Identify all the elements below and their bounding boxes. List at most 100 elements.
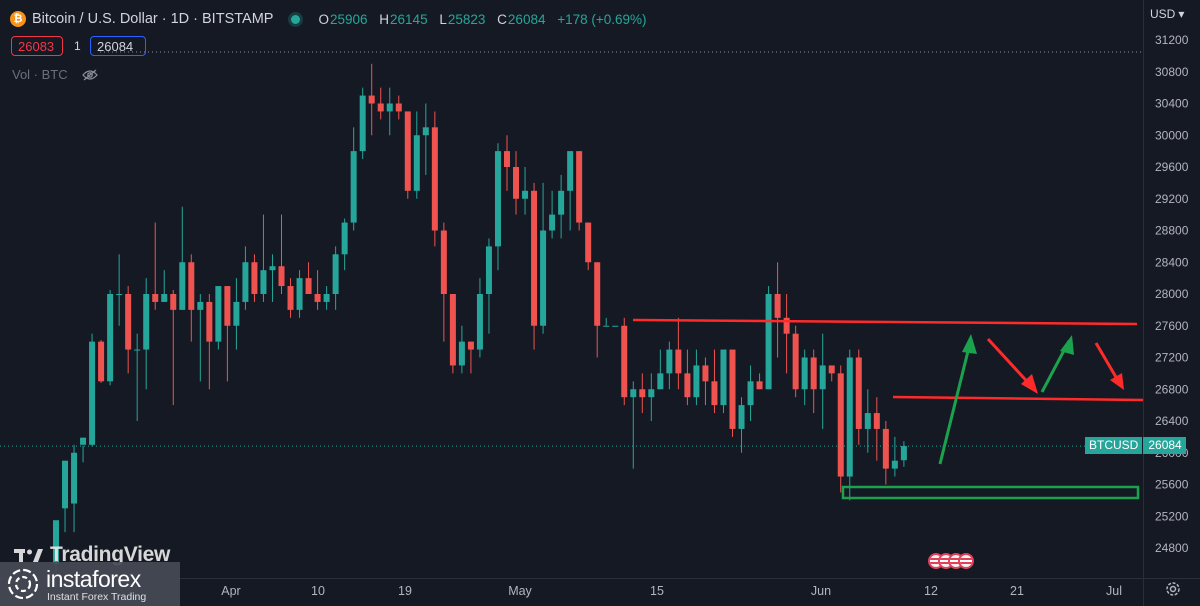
ohlc-high-key: H bbox=[379, 11, 390, 27]
symbol-title[interactable]: Bitcoin / U.S. Dollar · 1D · BITSTAMP bbox=[32, 11, 274, 27]
candle bbox=[837, 365, 844, 493]
candle-body bbox=[792, 333, 799, 390]
y-tick-label: 31200 bbox=[1155, 33, 1189, 47]
candle bbox=[783, 294, 790, 374]
candle-body bbox=[62, 460, 69, 509]
y-tick-label: 26800 bbox=[1155, 382, 1189, 396]
candle bbox=[792, 325, 799, 398]
gear-icon[interactable] bbox=[1164, 580, 1182, 598]
candle-body bbox=[233, 301, 240, 326]
candle-body bbox=[540, 230, 547, 326]
price-label-value: 26084 bbox=[1143, 437, 1187, 454]
candle-body bbox=[449, 294, 456, 366]
candle-body bbox=[161, 294, 168, 302]
candle-body bbox=[440, 230, 447, 294]
candle-body bbox=[801, 357, 808, 390]
y-tick-label: 28400 bbox=[1155, 255, 1189, 269]
candle bbox=[621, 317, 628, 406]
bitcoin-logo-icon: ₿ bbox=[10, 11, 26, 27]
candle bbox=[603, 317, 610, 327]
candle bbox=[639, 373, 646, 414]
candle-body bbox=[702, 365, 709, 382]
x-tick-label: Apr bbox=[221, 584, 240, 598]
y-tick-label: 27200 bbox=[1155, 351, 1189, 365]
candle bbox=[684, 349, 691, 406]
candle bbox=[494, 143, 501, 271]
ohlc-close-key: C bbox=[497, 11, 507, 27]
candle-body bbox=[206, 301, 213, 342]
candle bbox=[368, 63, 375, 136]
x-tick-label: Jun bbox=[811, 584, 831, 598]
candle-body bbox=[179, 262, 186, 310]
candle bbox=[251, 254, 258, 302]
x-tick-label: May bbox=[508, 584, 532, 598]
candle-body bbox=[531, 190, 538, 326]
candle bbox=[576, 151, 583, 231]
candle-body bbox=[53, 520, 59, 564]
candle-body bbox=[431, 127, 438, 231]
y-tick-label: 24800 bbox=[1155, 541, 1189, 555]
candle-body bbox=[386, 103, 393, 112]
candle bbox=[458, 325, 465, 374]
candle bbox=[855, 349, 862, 445]
sell-price-button[interactable]: 26083 bbox=[11, 36, 63, 56]
candle-body bbox=[549, 214, 556, 231]
spread-value: 1 bbox=[74, 39, 81, 53]
candle-body bbox=[251, 262, 258, 294]
candle bbox=[738, 397, 745, 453]
candle-body bbox=[747, 381, 754, 406]
y-tick-label: 28800 bbox=[1155, 224, 1189, 238]
y-tick-label: 30000 bbox=[1155, 128, 1189, 142]
candle-body bbox=[684, 373, 691, 398]
candle-body bbox=[558, 190, 565, 215]
current-price-label: BTCUSD 26084 bbox=[1085, 437, 1187, 454]
ohlc-high-value: 26145 bbox=[390, 11, 428, 27]
y-tick-label: 27600 bbox=[1155, 319, 1189, 333]
resistance-line bbox=[632, 318, 1138, 326]
volume-indicator-legend: Vol · BTC bbox=[12, 67, 98, 82]
up-arrow-1 bbox=[938, 338, 973, 465]
candle-body bbox=[810, 357, 817, 390]
buy-price-button[interactable]: 26084 bbox=[90, 36, 146, 56]
candle bbox=[143, 278, 150, 390]
candle bbox=[287, 278, 294, 318]
candle bbox=[549, 190, 556, 239]
candle-body bbox=[891, 460, 898, 469]
volume-label: Vol · BTC bbox=[12, 67, 68, 82]
candle-body bbox=[756, 381, 763, 390]
candle-body bbox=[855, 357, 862, 429]
candle-body bbox=[603, 325, 610, 327]
candle bbox=[756, 373, 763, 390]
candle bbox=[504, 135, 510, 191]
candle bbox=[440, 222, 447, 342]
candle bbox=[161, 270, 168, 302]
candle-body bbox=[125, 294, 132, 350]
candle bbox=[801, 349, 808, 406]
candle-body bbox=[215, 286, 222, 342]
price-label-symbol: BTCUSD bbox=[1085, 437, 1143, 454]
candle bbox=[666, 341, 673, 390]
candle-body bbox=[278, 266, 285, 287]
candle-body bbox=[729, 349, 736, 429]
candle bbox=[260, 214, 267, 302]
candle bbox=[170, 290, 177, 406]
candle bbox=[107, 290, 114, 386]
candle bbox=[657, 349, 664, 390]
candle bbox=[729, 349, 736, 437]
candle bbox=[882, 421, 889, 485]
ohlc-open-value: 25906 bbox=[329, 11, 368, 27]
ohlc-close-value: 26084 bbox=[507, 11, 546, 27]
candle-body bbox=[404, 111, 411, 191]
candle bbox=[702, 357, 709, 406]
candle bbox=[134, 333, 141, 421]
currency-selector[interactable]: USD ▾ bbox=[1150, 7, 1184, 21]
candle bbox=[449, 294, 456, 374]
candle-body bbox=[666, 349, 673, 374]
chevron-down-icon: ▾ bbox=[1178, 7, 1185, 21]
economic-events[interactable] bbox=[928, 553, 974, 569]
candle bbox=[341, 218, 348, 271]
candle bbox=[188, 254, 195, 342]
eye-off-icon[interactable] bbox=[81, 69, 98, 81]
us-flag-icon[interactable] bbox=[958, 553, 974, 569]
